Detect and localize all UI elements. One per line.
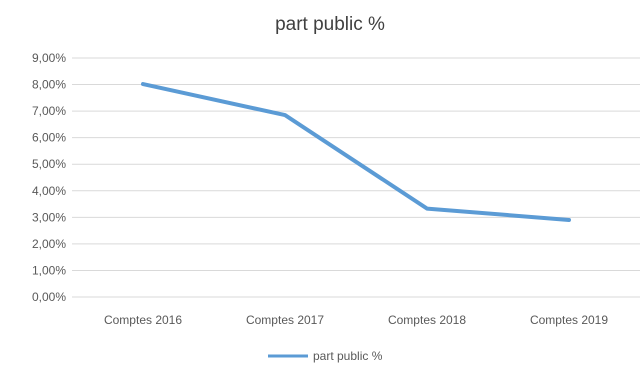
y-tick-label: 1,00% xyxy=(32,263,66,277)
y-tick-label: 6,00% xyxy=(32,131,66,145)
gridlines xyxy=(72,57,640,298)
x-tick-label: Comptes 2019 xyxy=(530,313,608,327)
y-tick-label: 0,00% xyxy=(32,290,66,304)
y-tick-label: 8,00% xyxy=(32,78,66,92)
y-tick-label: 3,00% xyxy=(32,210,66,224)
y-tick-label: 2,00% xyxy=(32,237,66,251)
y-tick-label: 7,00% xyxy=(32,104,66,118)
legend: part public % xyxy=(268,349,383,363)
y-axis-ticks: 0,00% 1,00% 2,00% 3,00% 4,00% 5,00% 6,00% 7,00%… xyxy=(32,51,66,304)
x-tick-label: Comptes 2018 xyxy=(388,313,466,327)
y-tick-label: 9,00% xyxy=(32,51,66,65)
series-layer xyxy=(141,82,571,222)
chart-title: part public % xyxy=(275,14,385,35)
x-axis-ticks: Comptes 2016 Comptes 2017 Comptes 2018 Comp… xyxy=(104,313,608,327)
x-tick-label: Comptes 2016 xyxy=(104,313,182,327)
x-tick-label: Comptes 2017 xyxy=(246,313,324,327)
y-tick-label: 4,00% xyxy=(32,184,66,198)
series-line xyxy=(141,82,571,222)
y-tick-label: 5,00% xyxy=(32,157,66,171)
legend-label: part public % xyxy=(313,349,383,363)
